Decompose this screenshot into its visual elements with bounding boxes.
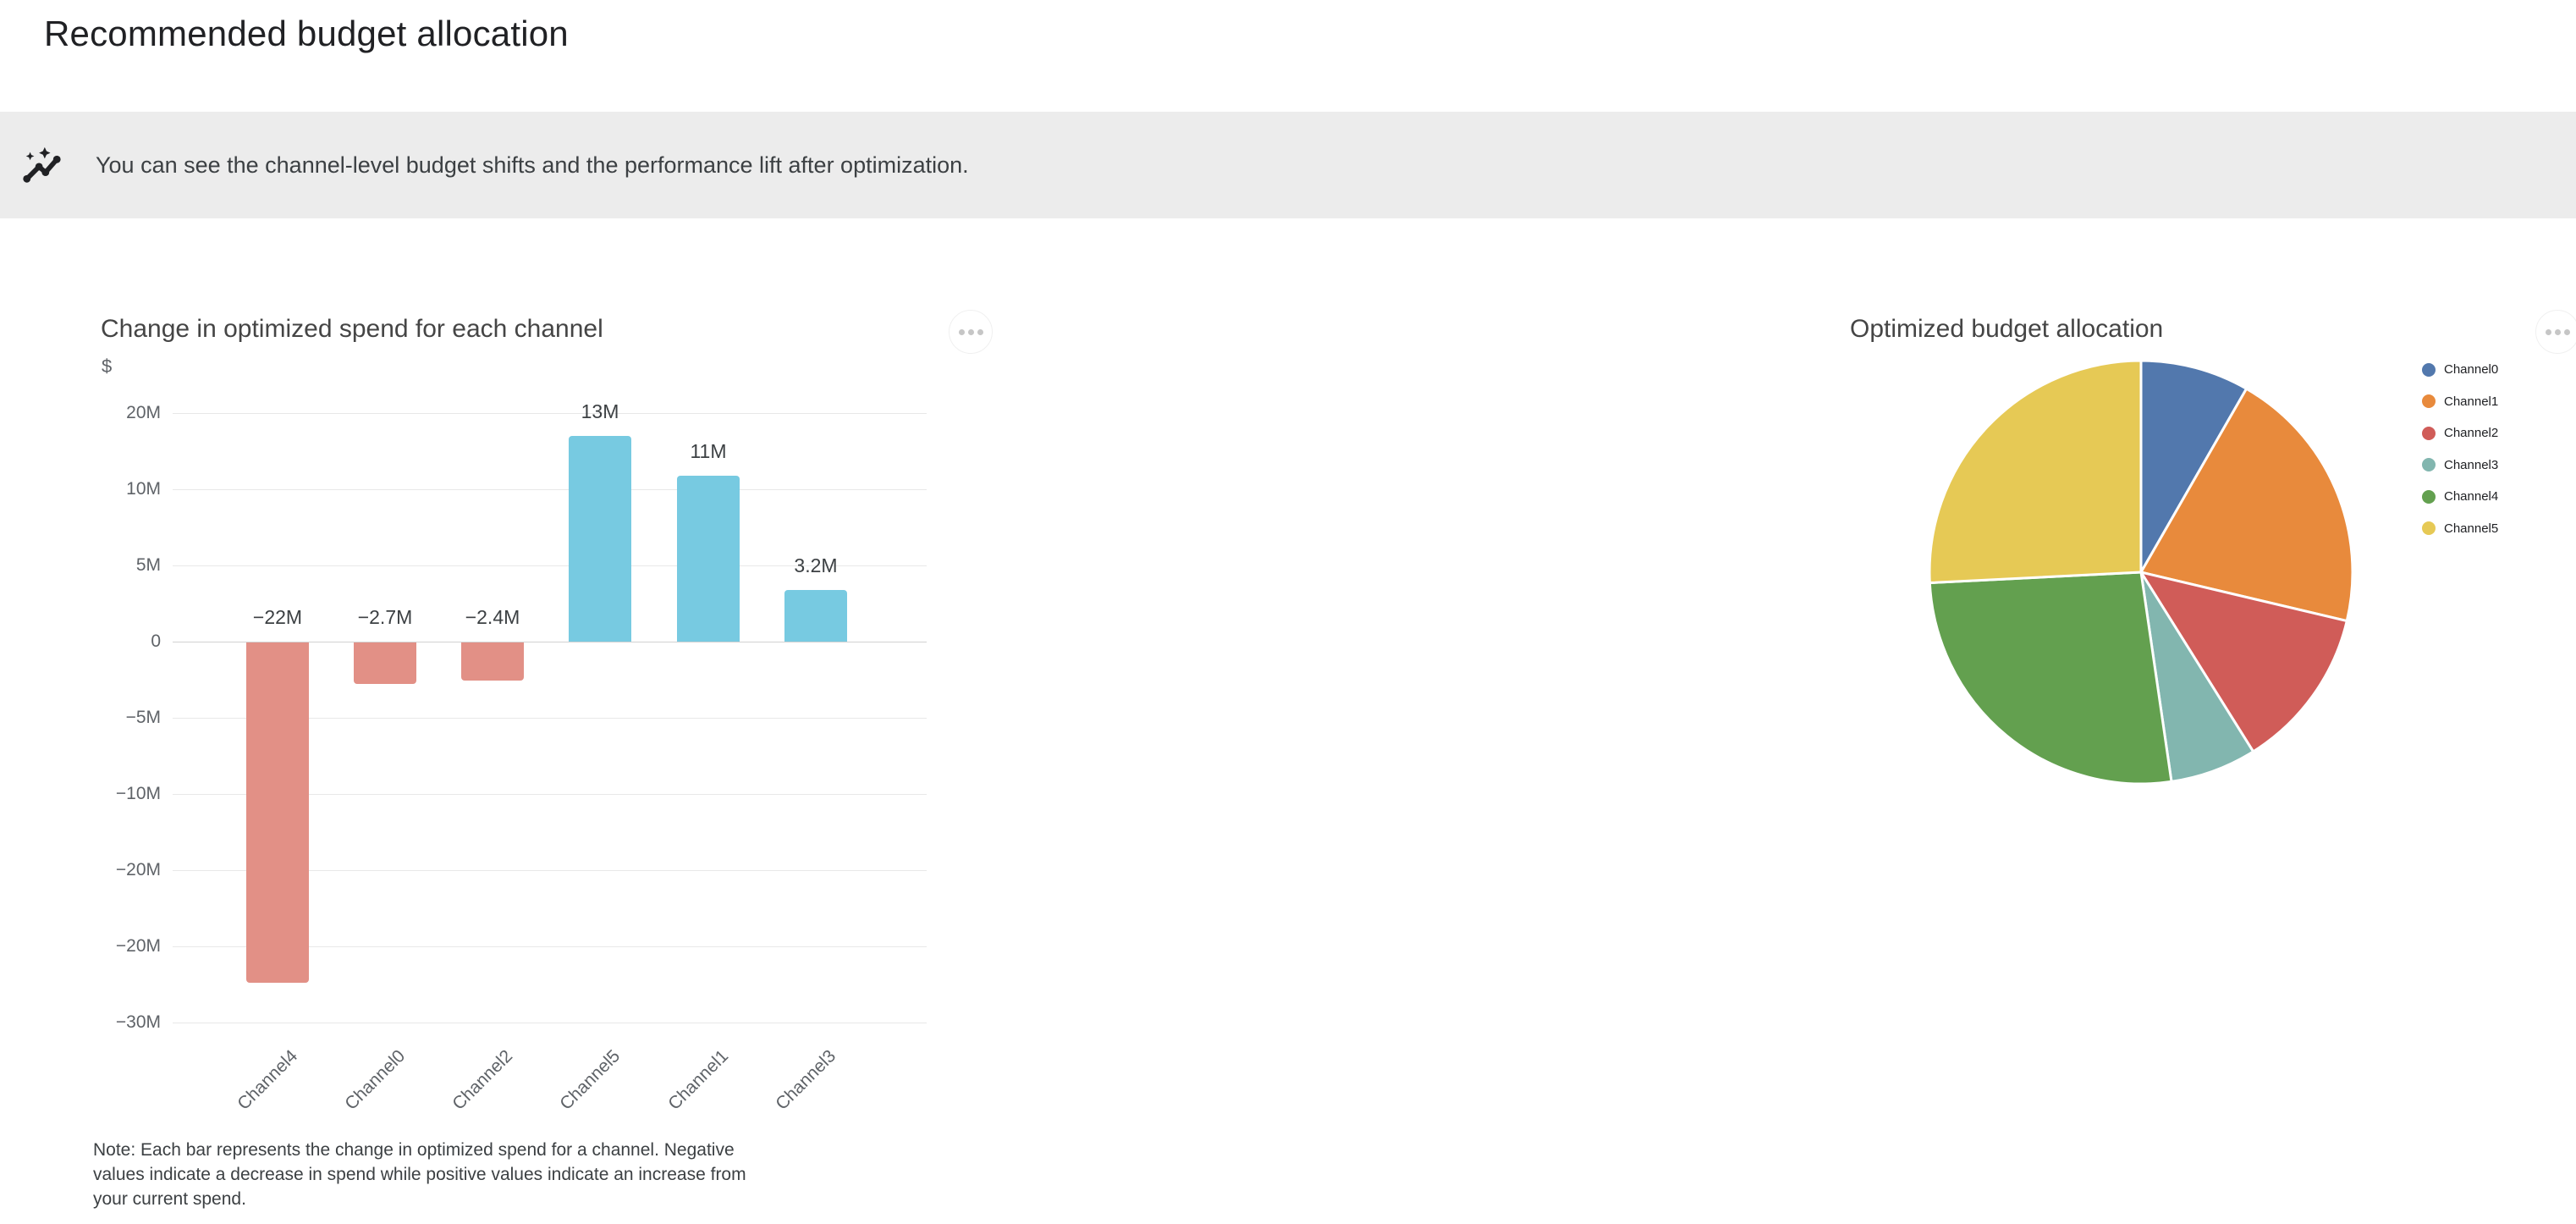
legend-color-dot bbox=[2422, 521, 2436, 535]
bar-chart-more-button[interactable] bbox=[949, 310, 993, 354]
x-axis-label: Channel0 bbox=[341, 1046, 410, 1114]
y-axis-tick-label: 20M bbox=[126, 403, 161, 422]
bar-value-label: −2.4M bbox=[465, 606, 520, 628]
bar-channel5[interactable] bbox=[569, 436, 631, 642]
bar-value-label: 11M bbox=[690, 440, 727, 462]
legend-label: Channel4 bbox=[2444, 489, 2499, 504]
legend-color-dot bbox=[2422, 426, 2436, 440]
pie-slice-channel0[interactable] bbox=[2139, 359, 2248, 574]
grid-line bbox=[173, 794, 927, 795]
x-axis-label: Channel4 bbox=[234, 1046, 302, 1114]
y-axis-tick-label: −20M bbox=[115, 860, 161, 879]
y-axis-tick-label: 5M bbox=[135, 555, 161, 575]
grid-line bbox=[173, 718, 927, 719]
legend-label: Channel2 bbox=[2444, 426, 2499, 440]
pie-chart-more-button[interactable] bbox=[2535, 310, 2576, 354]
bar-channel1[interactable] bbox=[677, 476, 740, 642]
legend-item-channel2[interactable]: Channel2 bbox=[2422, 426, 2498, 440]
bar-chart-note: Note: Each bar represents the change in … bbox=[93, 1140, 746, 1209]
pie-chart bbox=[1928, 359, 2354, 786]
y-axis-tick-label: −10M bbox=[115, 784, 161, 803]
legend-label: Channel0 bbox=[2444, 362, 2499, 377]
page-title: Recommended budget allocation bbox=[44, 14, 569, 53]
legend-item-channel0[interactable]: Channel0 bbox=[2422, 362, 2498, 377]
grid-line bbox=[173, 946, 927, 947]
legend-color-dot bbox=[2422, 458, 2436, 471]
grid-line bbox=[173, 565, 927, 566]
bar-value-label: 3.2M bbox=[794, 554, 838, 576]
insights-icon bbox=[22, 146, 61, 185]
pie-slice-channel1[interactable] bbox=[2139, 387, 2354, 623]
bar-channel0[interactable] bbox=[354, 642, 416, 684]
ellipsis-icon bbox=[958, 328, 965, 335]
legend-label: Channel5 bbox=[2444, 521, 2499, 536]
pie-slice-channel2[interactable] bbox=[2139, 571, 2348, 753]
bar-value-label: −22M bbox=[252, 606, 303, 628]
pie-chart-title: Optimized budget allocation bbox=[1850, 315, 2164, 343]
y-axis-unit-label: $ bbox=[102, 356, 113, 377]
legend-label: Channel3 bbox=[2444, 457, 2499, 472]
pie-slice-channel4[interactable] bbox=[1928, 571, 2173, 786]
x-axis-label: Channel5 bbox=[556, 1046, 625, 1114]
legend-color-dot bbox=[2422, 394, 2436, 408]
bar-channel3[interactable] bbox=[784, 590, 847, 642]
x-axis-label: Channel3 bbox=[772, 1046, 840, 1114]
legend-label: Channel1 bbox=[2444, 394, 2499, 409]
y-axis-tick-label: −30M bbox=[115, 1012, 161, 1032]
pie-slice-channel5[interactable] bbox=[1928, 359, 2143, 585]
legend-item-channel5[interactable]: Channel5 bbox=[2422, 521, 2498, 536]
grid-line bbox=[173, 870, 927, 871]
y-axis-tick-label: 0 bbox=[151, 631, 161, 651]
grid-line bbox=[173, 489, 927, 490]
legend-item-channel3[interactable]: Channel3 bbox=[2422, 458, 2498, 472]
legend-color-dot bbox=[2422, 489, 2436, 504]
grid-line bbox=[173, 413, 927, 414]
x-axis-label: Channel2 bbox=[449, 1046, 517, 1114]
bar-channel4[interactable] bbox=[246, 642, 309, 983]
y-axis-tick-label: −5M bbox=[125, 708, 161, 727]
bar-value-label: −2.7M bbox=[357, 606, 413, 628]
legend-color-dot bbox=[2422, 362, 2436, 377]
banner-text: You can see the channel-level budget shi… bbox=[96, 152, 969, 178]
bar-value-label: 13M bbox=[581, 400, 619, 422]
insight-banner: You can see the channel-level budget shi… bbox=[0, 112, 2576, 218]
ellipsis-icon bbox=[2545, 328, 2551, 335]
x-axis-label: Channel1 bbox=[664, 1046, 733, 1114]
legend-item-channel4[interactable]: Channel4 bbox=[2422, 489, 2498, 504]
y-axis-tick-label: 10M bbox=[126, 479, 161, 499]
legend-item-channel1[interactable]: Channel1 bbox=[2422, 394, 2498, 409]
bar-chart-title: Change in optimized spend for each chann… bbox=[101, 315, 603, 343]
y-axis-tick-label: −20M bbox=[115, 936, 161, 956]
bar-channel2[interactable] bbox=[461, 642, 524, 681]
